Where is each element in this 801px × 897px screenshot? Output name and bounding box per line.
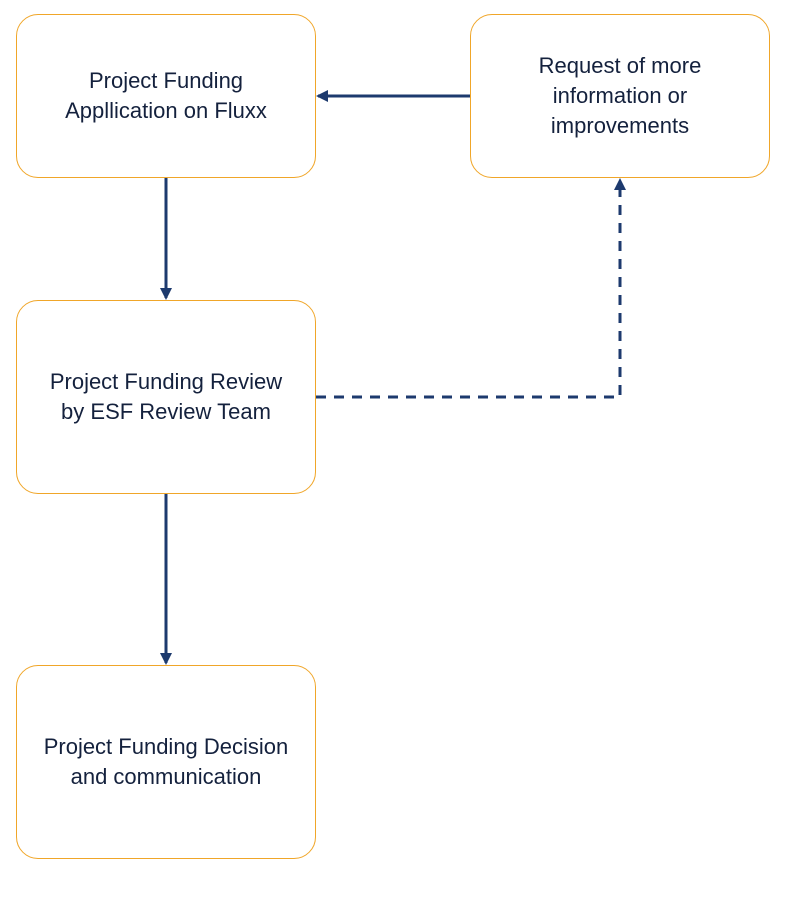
flowchart-edge-e-review-to-request [316, 180, 620, 397]
flowchart-node-label: Request of more information or improveme… [491, 51, 749, 140]
flowchart-node-label: Project Funding Review by ESF Review Tea… [37, 367, 295, 426]
flowchart-canvas: Project Funding Appllication on Fluxx Req… [0, 0, 801, 897]
flowchart-node-label: Project Funding Appllication on Fluxx [37, 66, 295, 125]
flowchart-node-request: Request of more information or improveme… [470, 14, 770, 178]
flowchart-node-app: Project Funding Appllication on Fluxx [16, 14, 316, 178]
flowchart-node-review: Project Funding Review by ESF Review Tea… [16, 300, 316, 494]
flowchart-node-decision: Project Funding Decision and communicati… [16, 665, 316, 859]
flowchart-node-label: Project Funding Decision and communicati… [37, 732, 295, 791]
